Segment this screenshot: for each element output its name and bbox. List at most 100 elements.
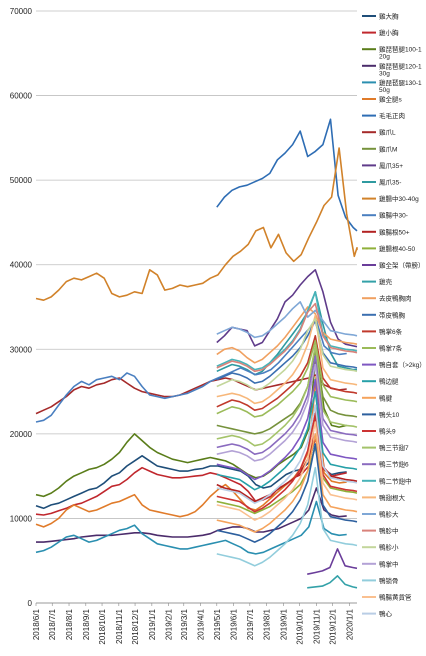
legend-label-24: 鴨头10: [379, 410, 400, 419]
series-line-31: [216, 302, 358, 373]
series-line-2: [35, 348, 347, 498]
legend-label-35: 鴨腸黄貨管: [379, 593, 412, 602]
legend-label-23: 鴨腱: [379, 393, 393, 402]
y-tick-label: 10000: [10, 514, 33, 523]
series-line-6: [216, 118, 358, 232]
series-lines: [35, 118, 358, 589]
series-line-24: [216, 443, 358, 543]
legend-label-6: 毛毛正肉: [379, 111, 405, 120]
x-tick-label: 2018/12/1: [131, 608, 140, 644]
x-tick-label: 2019/1/1: [148, 608, 157, 640]
legend-label-26: 鴨三节翅7: [379, 443, 409, 452]
series-line-0: [35, 433, 347, 510]
series-line-26: [216, 345, 358, 447]
series-line-18: [216, 319, 358, 384]
series-line-16: [307, 575, 358, 589]
legend-label-10: 鳳爪35-: [379, 179, 401, 187]
x-tick-label: 2019/3/1: [180, 608, 189, 640]
series-line-30: [216, 301, 358, 339]
legend-label-17: 去皮鴨胸肉: [379, 294, 412, 303]
legend-label-12: 雞腸中30-: [379, 211, 408, 220]
series-line-12: [35, 319, 347, 423]
series-line-29: [216, 314, 358, 405]
series-line-25: [216, 412, 358, 513]
series-line-8: [216, 348, 358, 435]
legend-label-34: 鴨锁骨: [379, 576, 399, 585]
legend-label-20: 鴨掌7条: [379, 344, 403, 353]
x-tick-label: 2018/10/1: [98, 608, 107, 644]
legend-label-1: 雞小胸: [379, 28, 399, 37]
legend-label-36: 鴨心: [379, 609, 393, 618]
legend-label-4: 雞琵琶腿130-1 50g: [379, 78, 422, 94]
legend-label-11: 雞腸中30-40g: [379, 194, 419, 203]
x-tick-label: 2019/8/1: [263, 608, 272, 640]
legend-label-0: 雞大胸: [379, 12, 399, 21]
series-line-4: [35, 500, 347, 555]
series-line-20: [216, 339, 358, 418]
series-line-36: [216, 404, 358, 505]
legend-label-32: 鴨胗小: [379, 543, 399, 552]
legend-label-9: 鳳爪35+: [379, 162, 403, 170]
series-line-21: [216, 378, 358, 481]
series-line-22: [216, 390, 358, 491]
legend-label-3: 雞琵琶腿120-1 30g: [379, 61, 422, 77]
legend-label-7: 雞爪L: [379, 128, 396, 137]
legend-label-29: 鴨翅根大: [379, 493, 406, 502]
legend-label-18: 帯皮鴨胸: [379, 310, 406, 319]
series-line-34: [216, 466, 358, 567]
legend-label-33: 鴨掌中: [379, 559, 399, 568]
legend-label-28: 鴨二节翅中: [379, 476, 412, 485]
series-line-19: [216, 334, 358, 412]
series-line-28: [216, 290, 358, 371]
legend-label-2: 雞琵琶腿100-1 20g: [379, 45, 422, 61]
x-tick-label: 2019/4/1: [197, 608, 206, 640]
x-tick-label: 2019/12/1: [329, 608, 338, 644]
legend-label-16: 雞壳: [379, 277, 393, 286]
series-line-32: [216, 317, 358, 391]
x-tick-label: 2019/9/1: [279, 608, 288, 640]
series-line-3: [36, 487, 347, 543]
series-line-23: [216, 433, 358, 533]
legend-label-13: 雞腸根50+: [379, 227, 410, 236]
x-axis-ticks: 2018/6/1 2018/7/1 2018/8/1 2018/9/1 2018/10/…: [32, 603, 354, 645]
x-tick-label: 2018/6/1: [32, 608, 41, 640]
y-axis-ticks: 0 10000 20000 30000 40000 50000 60000 70000: [10, 7, 33, 608]
x-tick-label: 2018/11/1: [115, 608, 124, 644]
x-tick-label: 2019/10/1: [296, 608, 305, 644]
legend-label-31: 鴨胗中: [379, 526, 399, 535]
y-tick-label: 50000: [10, 176, 33, 185]
x-tick-label: 2018/9/1: [82, 608, 91, 640]
y-tick-label: 20000: [10, 430, 33, 439]
series-line-13: [216, 438, 358, 503]
x-tick-label: 2018/7/1: [48, 608, 57, 640]
y-tick-label: 30000: [10, 345, 33, 354]
y-tick-label: 60000: [10, 92, 33, 101]
y-tick-label: 40000: [10, 261, 33, 270]
y-tick-label: 0: [28, 599, 33, 608]
series-line-15: [307, 548, 358, 575]
legend-label-14: 雞腸根40-50: [379, 244, 416, 253]
series-line-27: [216, 355, 358, 456]
series-line-17: [216, 306, 358, 364]
legend-label-30: 鴨胗大: [379, 510, 399, 519]
legend-label-5: 雞全腿s: [379, 95, 403, 104]
x-tick-label: 2018/8/1: [65, 608, 74, 640]
legend-label-25: 鴨头9: [379, 427, 396, 436]
legend-label-27: 鴨三节翅6: [379, 460, 409, 469]
x-tick-label: 2019/11/1: [312, 608, 321, 644]
x-tick-label: 2020/1/1: [345, 608, 354, 640]
legend-label-22: 鴨边腿: [379, 377, 399, 386]
series-line-35: [216, 421, 358, 521]
x-tick-label: 2019/5/1: [213, 608, 222, 640]
y-tick-label: 70000: [10, 7, 33, 16]
x-tick-label: 2019/6/1: [230, 608, 239, 640]
legend-label-8: 雞爪M: [379, 144, 397, 153]
legend-label-19: 鴨掌6条: [379, 327, 403, 336]
series-line-11: [35, 147, 358, 302]
x-tick-label: 2019/7/1: [246, 608, 255, 640]
x-tick-label: 2019/2/1: [165, 608, 174, 640]
series-line-33: [216, 363, 358, 462]
